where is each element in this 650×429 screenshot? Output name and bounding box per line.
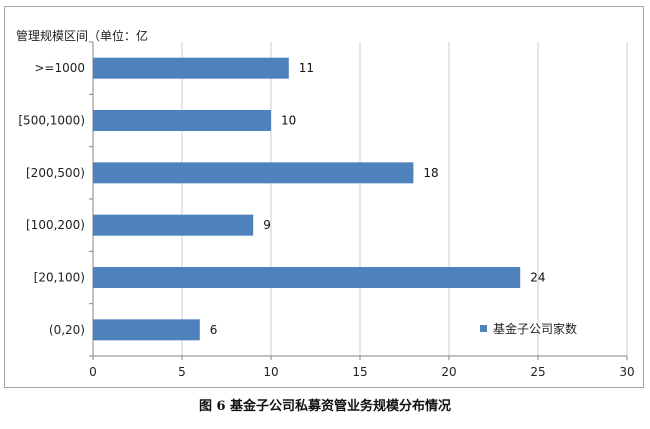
bar — [93, 162, 414, 184]
data-label: 6 — [210, 323, 218, 337]
x-tick-label: 15 — [352, 365, 367, 379]
legend-swatch — [480, 325, 487, 332]
x-tick-label: 25 — [530, 365, 545, 379]
data-label: 24 — [530, 271, 545, 285]
bar — [93, 57, 289, 79]
y-axis-title: 管理规模区间（单位：亿 — [16, 29, 149, 43]
x-tick-label: 0 — [89, 365, 97, 379]
category-label: >=1000 — [34, 61, 85, 75]
bar — [93, 110, 271, 131]
bar — [93, 214, 254, 236]
category-label: [200,500) — [26, 166, 85, 180]
category-label: (0,20) — [49, 323, 85, 337]
x-tick-label: 20 — [441, 365, 456, 379]
bar — [93, 267, 521, 288]
legend-label: 基金子公司家数 — [493, 322, 578, 336]
category-label: [100,200) — [26, 218, 85, 232]
category-label: [500,1000) — [18, 114, 85, 128]
category-label: [20,100) — [34, 271, 85, 285]
data-label: 10 — [281, 114, 296, 128]
data-label: 9 — [263, 218, 271, 232]
x-tick-label: 10 — [263, 365, 278, 379]
legend: 基金子公司家数 — [480, 320, 577, 337]
data-label: 18 — [423, 166, 438, 180]
bar — [93, 319, 200, 341]
x-tick-label: 30 — [619, 365, 634, 379]
data-label: 11 — [299, 61, 314, 75]
figure-caption: 图 6 基金子公司私募资管业务规模分布情况 — [198, 399, 452, 414]
x-tick-label: 5 — [178, 365, 186, 379]
